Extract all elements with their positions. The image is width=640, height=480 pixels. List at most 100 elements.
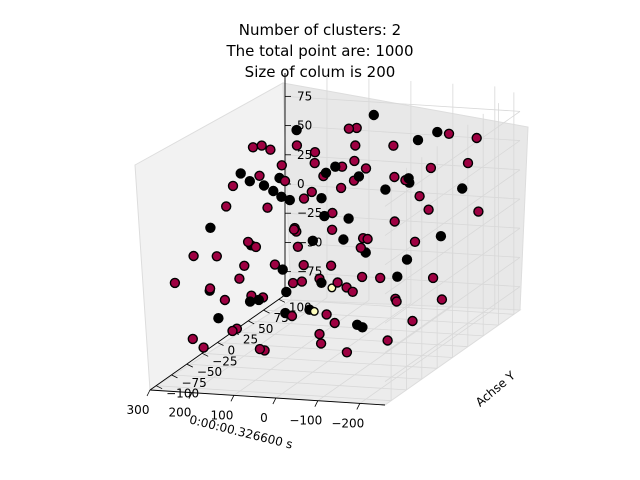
grid-line-y [263, 309, 499, 326]
grid-line-z [384, 286, 521, 382]
data-point [362, 233, 373, 245]
data-point [391, 296, 402, 307]
data-point [247, 142, 259, 153]
data-point [389, 171, 400, 183]
grid-line-z [384, 257, 521, 353]
data-point [471, 132, 482, 144]
centroid-point [309, 306, 319, 316]
data-point [227, 325, 238, 337]
data-point [380, 184, 391, 195]
data-point [277, 264, 288, 275]
y-tick-label: 0 [228, 344, 236, 358]
data-point [375, 272, 386, 284]
data-point [462, 157, 474, 169]
grid-line-z [284, 271, 521, 288]
data-point [401, 254, 413, 265]
data-point [292, 241, 304, 253]
data-point [227, 180, 239, 192]
x-tick-mark [146, 389, 151, 397]
grid-line-z [384, 140, 521, 236]
grid-line-z [284, 95, 521, 112]
grid-line-z [384, 198, 521, 295]
x-tick-mark [272, 397, 277, 405]
z-tick-label: 75 [297, 89, 312, 103]
data-point [254, 170, 265, 182]
y-tick-mark [186, 363, 193, 368]
data-point [315, 338, 327, 349]
z-tick-label: 25 [297, 148, 312, 162]
data-point [355, 242, 366, 254]
data-point [286, 310, 298, 322]
data-point [307, 235, 318, 247]
data-point [332, 277, 343, 288]
x-tick-label: 100 [210, 408, 233, 422]
data-point [407, 315, 418, 327]
data-point [242, 236, 254, 248]
data-point [329, 317, 340, 329]
data-point [423, 204, 434, 215]
grid-line-y [186, 363, 422, 380]
data-point [281, 286, 292, 298]
data-point [258, 180, 270, 191]
x-tick-mark [230, 395, 235, 402]
data-point [244, 296, 256, 307]
data-point [392, 271, 403, 282]
data-point [291, 140, 303, 151]
data-point [350, 140, 361, 151]
tick-labels: −200−1000100200300−100−75−50−25025507510… [127, 89, 365, 430]
data-point [291, 124, 302, 136]
y-tick-label: 75 [274, 311, 289, 325]
data-point [360, 163, 372, 174]
grid-line-y [217, 342, 453, 358]
data-point [388, 140, 399, 151]
data-point [382, 335, 393, 346]
z-tick-label: 0 [297, 177, 305, 191]
data-point [188, 250, 199, 262]
data-point [239, 260, 250, 271]
data-point [319, 210, 330, 222]
grid-line-z [384, 227, 521, 324]
grid-line-z [384, 111, 521, 207]
data-point [306, 186, 317, 198]
chart-title-line-1: Number of clusters: 2 [238, 21, 402, 39]
y-tick-label: 50 [258, 322, 273, 336]
data-point [298, 259, 309, 271]
data-point [309, 146, 321, 158]
y-tick-label: −75 [181, 376, 206, 390]
data-point [330, 161, 341, 172]
y-tick-label: 100 [289, 300, 312, 314]
data-point [435, 230, 447, 242]
data-point [234, 273, 245, 284]
data-point [204, 283, 216, 294]
grid-line-z [284, 183, 521, 200]
x-tick-label: 0 [260, 411, 268, 425]
y-tick-label: −50 [197, 365, 222, 379]
data-point [279, 175, 291, 187]
y-tick-label: −100 [166, 387, 199, 401]
data-point [211, 251, 223, 262]
y-tick-mark [248, 320, 255, 325]
grid-line-z [384, 169, 521, 266]
data-point [325, 260, 337, 271]
data-point [205, 222, 216, 234]
data-point [284, 194, 295, 206]
data-points [169, 109, 484, 358]
z-tick-label: 50 [297, 119, 312, 133]
data-point [457, 183, 468, 194]
data-point [213, 313, 224, 324]
data-point [219, 294, 231, 306]
data-point [288, 224, 300, 235]
data-point [169, 277, 181, 289]
z-tick-label: −75 [297, 265, 322, 279]
x-tick-mark [314, 400, 319, 407]
grid-line-z [284, 242, 521, 258]
data-point [409, 236, 421, 248]
data-point [314, 328, 325, 340]
data-point [316, 192, 327, 204]
data-point [432, 126, 443, 138]
data-point [321, 309, 332, 320]
data-point [425, 162, 437, 174]
data-point [296, 276, 308, 287]
